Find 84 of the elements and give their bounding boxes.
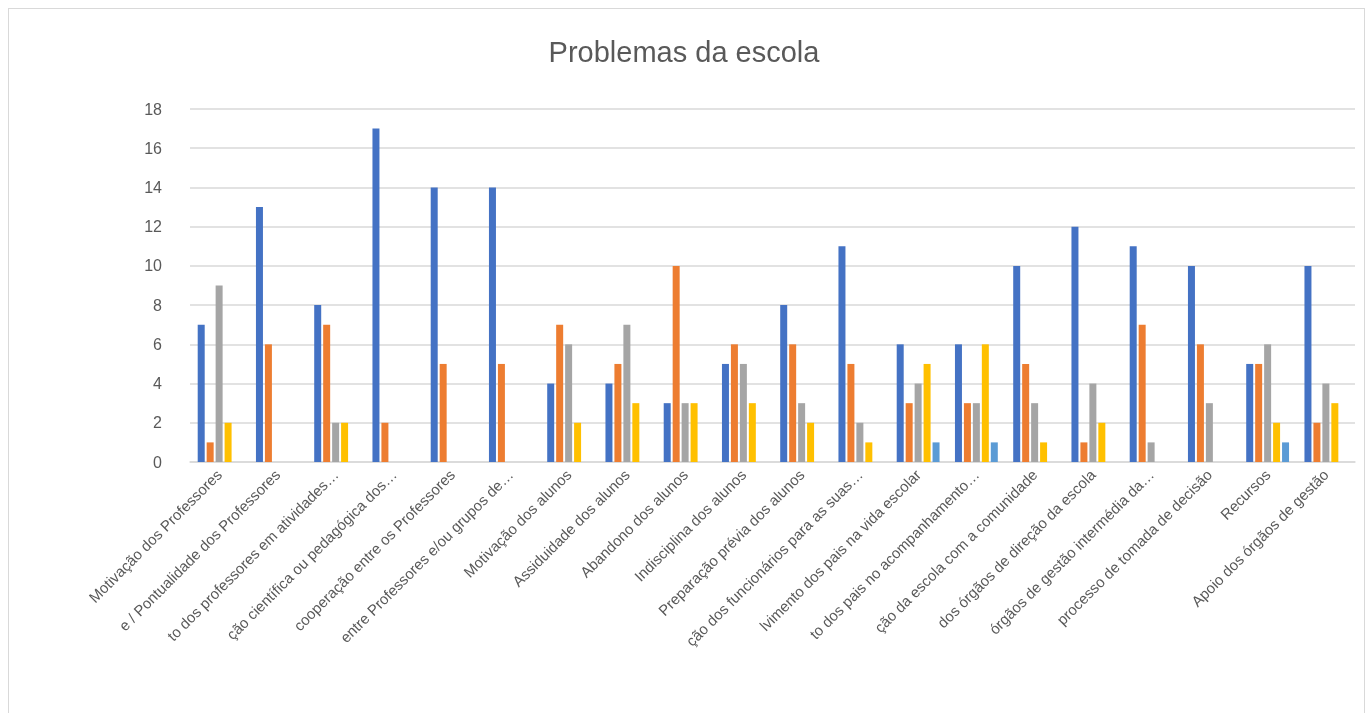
bar <box>556 324 564 462</box>
bar <box>565 344 573 462</box>
bar <box>914 383 922 462</box>
bar <box>255 207 263 462</box>
bar <box>663 403 671 462</box>
bar <box>1147 442 1155 462</box>
y-tick-label: 12 <box>144 218 163 236</box>
bar <box>1013 265 1021 462</box>
bar <box>381 422 389 462</box>
bar <box>963 403 971 462</box>
bar <box>780 305 788 462</box>
bar <box>1322 383 1330 462</box>
bar <box>748 403 756 462</box>
bar <box>215 285 223 462</box>
bar <box>1129 246 1137 462</box>
chart-title: Problemas da escola <box>548 35 821 68</box>
bar <box>206 442 214 462</box>
bar <box>954 344 962 462</box>
bar <box>264 344 272 462</box>
bar <box>739 363 747 462</box>
bar <box>372 128 380 462</box>
bar <box>856 422 864 462</box>
bar <box>1273 422 1281 462</box>
bar <box>332 422 340 462</box>
y-tick-label: 18 <box>144 100 163 118</box>
y-tick-label: 8 <box>153 296 163 314</box>
bar <box>1313 422 1321 462</box>
y-tick-label: 0 <box>153 453 163 471</box>
y-tick-label: 6 <box>153 335 163 353</box>
bar <box>430 187 438 462</box>
bar <box>197 324 205 462</box>
y-tick-label: 14 <box>144 178 163 196</box>
bar <box>721 363 729 462</box>
bar <box>838 246 846 462</box>
bar <box>990 442 998 462</box>
bar <box>1264 344 1272 462</box>
bar <box>1098 422 1106 462</box>
bar <box>341 422 349 462</box>
bar <box>1205 403 1213 462</box>
bar <box>1246 363 1254 462</box>
bar <box>1031 403 1039 462</box>
bar <box>605 383 613 462</box>
bar <box>981 344 989 462</box>
bar <box>1331 403 1339 462</box>
bar <box>632 403 640 462</box>
bar <box>1282 442 1290 462</box>
bar <box>681 403 689 462</box>
bar <box>323 324 331 462</box>
y-tick-label: 4 <box>153 375 163 393</box>
bar <box>623 324 631 462</box>
bar <box>1040 442 1048 462</box>
bar <box>896 344 904 462</box>
bar <box>1022 363 1030 462</box>
bar <box>923 363 931 462</box>
bar <box>488 187 496 462</box>
bar <box>1138 324 1146 462</box>
bar <box>865 442 873 462</box>
bar <box>574 422 582 462</box>
bar <box>1187 265 1195 462</box>
y-tick-label: 10 <box>144 257 163 275</box>
bar <box>439 363 447 462</box>
bar <box>730 344 738 462</box>
bar <box>1304 265 1312 462</box>
bar <box>1089 383 1097 462</box>
y-tick-label: 16 <box>144 139 163 157</box>
bar <box>789 344 797 462</box>
bar <box>807 422 815 462</box>
bar <box>1071 226 1079 462</box>
bar <box>1080 442 1088 462</box>
bar <box>690 403 698 462</box>
bar <box>614 363 622 462</box>
bar <box>1196 344 1204 462</box>
bar <box>847 363 855 462</box>
bar <box>905 403 913 462</box>
bar <box>1255 363 1263 462</box>
bar <box>547 383 555 462</box>
bar <box>972 403 980 462</box>
bar <box>224 422 232 462</box>
bar <box>497 363 505 462</box>
bar <box>798 403 806 462</box>
bar <box>672 265 680 462</box>
bar <box>932 442 940 462</box>
bar <box>314 305 322 462</box>
y-tick-label: 2 <box>153 414 163 432</box>
